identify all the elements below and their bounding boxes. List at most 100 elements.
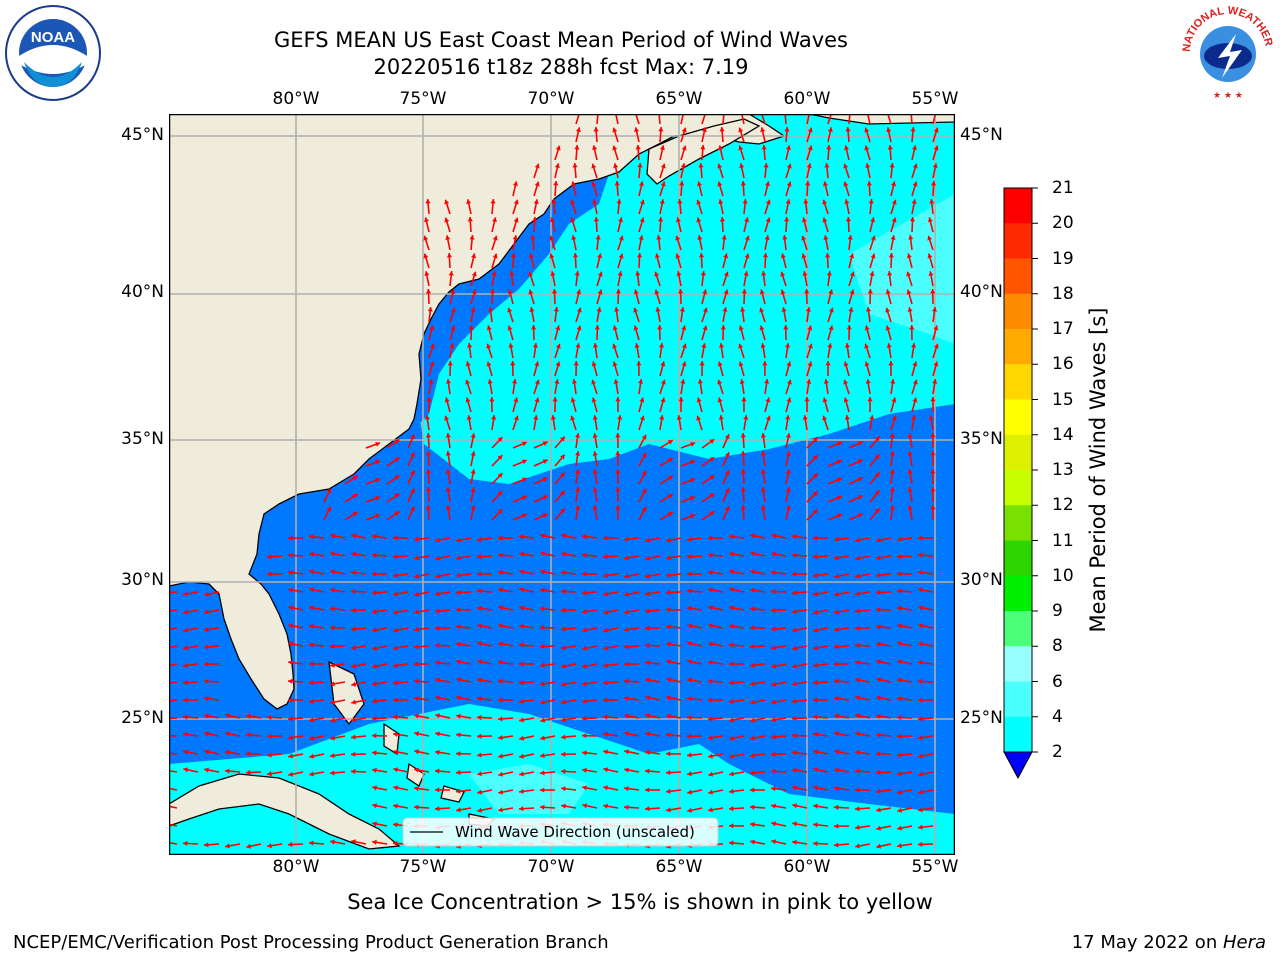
wind-wave-arrowhead xyxy=(876,659,882,665)
wind-wave-arrowhead xyxy=(897,825,902,831)
wind-wave-arrowhead xyxy=(897,554,902,560)
wind-wave-arrowhead xyxy=(870,253,876,259)
wind-wave-arrowhead xyxy=(225,731,230,737)
wind-wave-arrowhead xyxy=(575,433,581,438)
wind-wave-arrowhead xyxy=(575,505,581,510)
wind-wave-arrowhead xyxy=(309,569,315,575)
wind-wave-arrowhead xyxy=(792,590,797,596)
wind-wave-arrowhead xyxy=(612,361,618,367)
wind-wave-arrowhead xyxy=(497,491,503,497)
wind-wave-arrowhead xyxy=(801,235,807,241)
wind-wave-arrowhead xyxy=(533,199,539,205)
wind-wave-arrowhead xyxy=(309,698,314,704)
wind-wave-arrowhead xyxy=(555,343,561,349)
wind-wave-arrowhead xyxy=(513,415,519,421)
wind-wave-arrowhead xyxy=(477,714,482,721)
colorbar-segment xyxy=(1004,188,1032,224)
wind-wave-arrowhead xyxy=(267,571,272,577)
wind-wave-arrowhead xyxy=(927,235,933,241)
wind-wave-arrowhead xyxy=(204,713,209,719)
wind-wave-arrowhead xyxy=(909,325,915,330)
wind-wave-arrowhead xyxy=(633,325,639,331)
wind-wave-arrowhead xyxy=(555,145,561,151)
wind-wave-arrowhead xyxy=(448,271,454,276)
wind-wave-arrowhead xyxy=(394,511,400,517)
wind-wave-arrowhead xyxy=(498,535,503,541)
wind-wave-arrowhead xyxy=(183,591,188,597)
wind-wave-arrowhead xyxy=(804,289,810,294)
wind-wave-arrowhead xyxy=(876,770,881,776)
wind-wave-arrowhead xyxy=(876,732,881,738)
wind-wave-arrowhead xyxy=(414,573,420,579)
wind-wave-arrowhead xyxy=(645,642,650,649)
wind-wave-arrowhead xyxy=(792,821,797,827)
wind-wave-arrowhead xyxy=(897,843,902,849)
wind-wave-arrowhead xyxy=(540,569,545,575)
wind-wave-arrowhead xyxy=(813,662,818,668)
wind-wave-arrowhead xyxy=(521,459,527,465)
wind-wave-arrowhead xyxy=(738,361,744,367)
lat-tick-left: 35°N xyxy=(121,429,164,449)
wind-wave-arrowhead xyxy=(780,271,786,277)
wind-wave-arrowhead xyxy=(807,145,813,151)
wind-wave-arrowhead xyxy=(699,361,705,366)
wind-wave-arrowhead xyxy=(825,361,831,366)
wind-wave-arrowhead xyxy=(855,768,860,774)
wind-wave-arrowhead xyxy=(910,127,916,132)
wind-wave-arrowhead xyxy=(667,512,673,517)
wind-wave-arrowhead xyxy=(676,415,682,420)
wind-wave-arrowhead xyxy=(828,325,834,331)
wind-wave-arrowhead xyxy=(582,681,587,687)
wind-wave-arrowhead xyxy=(724,488,730,494)
wind-wave-arrowhead xyxy=(911,343,917,348)
wind-wave-arrowhead xyxy=(425,469,431,474)
wind-wave-arrowhead xyxy=(540,625,545,631)
wind-wave-arrowhead xyxy=(267,733,272,739)
colorbar-tick-label: 11 xyxy=(1052,530,1074,551)
wind-wave-arrowhead xyxy=(729,569,735,575)
wind-wave-arrowhead xyxy=(792,767,797,773)
wind-wave-arrowhead xyxy=(855,713,861,719)
wind-wave-arrowhead xyxy=(750,569,755,575)
wind-wave-arrowhead xyxy=(743,415,749,420)
wind-wave-arrowhead xyxy=(592,469,598,474)
wind-wave-arrowhead xyxy=(549,217,556,223)
wind-wave-arrowhead xyxy=(729,680,734,686)
wind-wave-arrowhead xyxy=(414,731,420,737)
wind-wave-arrowhead xyxy=(855,806,860,812)
wind-wave-arrowhead xyxy=(491,271,497,276)
wind-wave-arrowhead xyxy=(687,554,692,560)
wind-wave-arrowhead xyxy=(802,415,808,420)
wind-wave-arrowhead xyxy=(771,734,776,740)
wind-wave-arrowhead xyxy=(552,397,558,402)
wind-wave-arrowhead xyxy=(469,235,475,240)
wind-wave-arrowhead xyxy=(414,609,419,615)
wind-wave-arrowhead xyxy=(666,589,671,596)
wind-wave-arrowhead xyxy=(531,325,537,330)
arrow-legend: Wind Wave Direction (unscaled) xyxy=(402,817,719,847)
wind-wave-arrowhead xyxy=(645,537,650,543)
wind-wave-arrowhead xyxy=(456,607,461,613)
wind-wave-arrowhead xyxy=(561,626,566,632)
wind-wave-arrowhead xyxy=(351,663,356,669)
wind-wave-arrowhead xyxy=(785,433,791,439)
wind-wave-arrowhead xyxy=(560,436,565,442)
wind-wave-arrowhead xyxy=(918,660,923,666)
wind-wave-arrowhead xyxy=(708,789,714,795)
ocean-6-8s-patch xyxy=(849,194,955,344)
wind-wave-arrowhead xyxy=(708,697,713,703)
wind-wave-arrowhead xyxy=(741,289,747,294)
wind-wave-arrowhead xyxy=(372,839,377,845)
wind-wave-arrowhead xyxy=(700,271,706,276)
wind-wave-arrowhead xyxy=(246,769,251,776)
wind-wave-arrowhead xyxy=(724,506,730,512)
wind-wave-arrowhead xyxy=(491,415,497,420)
wind-wave-arrowhead xyxy=(906,271,912,277)
wind-wave-arrowhead xyxy=(486,325,492,331)
wind-wave-arrowhead xyxy=(449,343,455,348)
wind-wave-arrowhead xyxy=(729,840,734,846)
wind-wave-arrowhead xyxy=(540,735,545,741)
wind-wave-arrowhead xyxy=(603,572,608,578)
wind-wave-arrowhead xyxy=(887,271,893,276)
wind-wave-arrowhead xyxy=(876,843,882,849)
